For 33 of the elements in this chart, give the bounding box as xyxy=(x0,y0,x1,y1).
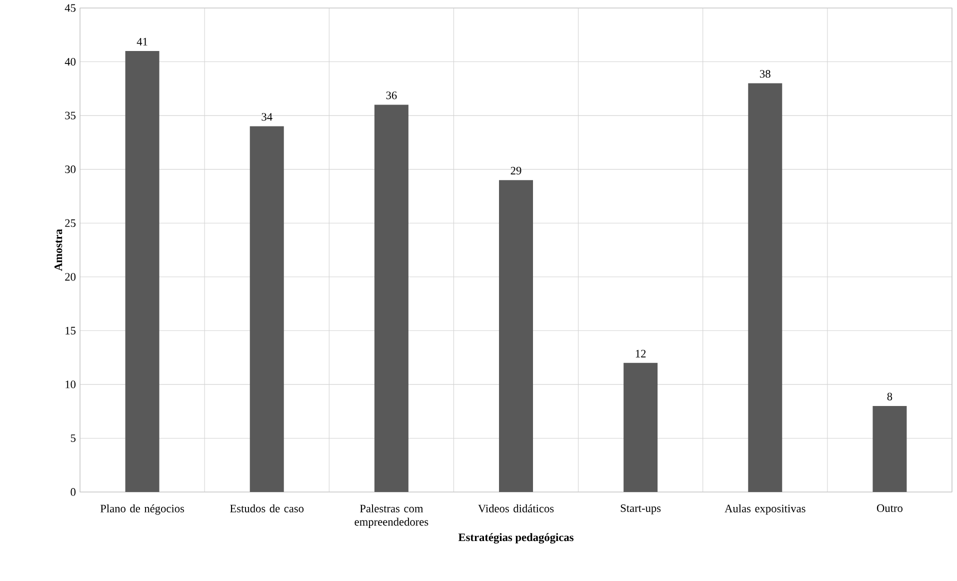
bar xyxy=(872,406,907,492)
bar xyxy=(499,180,533,492)
y-tick-label: 10 xyxy=(66,380,76,388)
x-tick-label: Plano de négocios xyxy=(100,504,184,515)
data-label: 41 xyxy=(136,38,148,46)
bar xyxy=(374,104,408,492)
x-tick-label: Aulas expositivas xyxy=(724,504,806,515)
y-tick-label: 20 xyxy=(65,273,76,281)
x-tick-label: Videos didáticos xyxy=(478,504,554,512)
data-label: 36 xyxy=(386,92,397,100)
data-label: 38 xyxy=(760,70,770,78)
y-tick-label: 45 xyxy=(64,4,76,12)
x-tick-label: Estudos de caso xyxy=(230,504,304,512)
y-tick-label: 25 xyxy=(65,219,76,227)
data-label: 34 xyxy=(262,113,272,121)
bar xyxy=(125,51,160,492)
bar xyxy=(250,126,284,492)
y-tick-label: 5 xyxy=(70,434,76,442)
x-tick-label: Outro xyxy=(876,504,902,512)
x-axis-title: Estratégias pedagógicas xyxy=(458,533,574,544)
bar xyxy=(624,362,658,492)
y-tick-label: 30 xyxy=(65,166,76,174)
data-label: 12 xyxy=(636,350,646,358)
y-tick-label: 35 xyxy=(65,112,76,120)
y-tick-label: 40 xyxy=(64,58,76,66)
data-label: 8 xyxy=(887,392,892,400)
y-tick-label: 0 xyxy=(70,488,76,496)
data-label: 29 xyxy=(510,166,522,174)
x-tick-label: Start-ups xyxy=(620,504,661,514)
bar xyxy=(748,83,782,492)
x-tick-label: Palestras com empreendedores xyxy=(354,504,428,528)
y-axis-title: Amostra xyxy=(54,229,62,271)
y-tick-label: 15 xyxy=(66,326,76,334)
